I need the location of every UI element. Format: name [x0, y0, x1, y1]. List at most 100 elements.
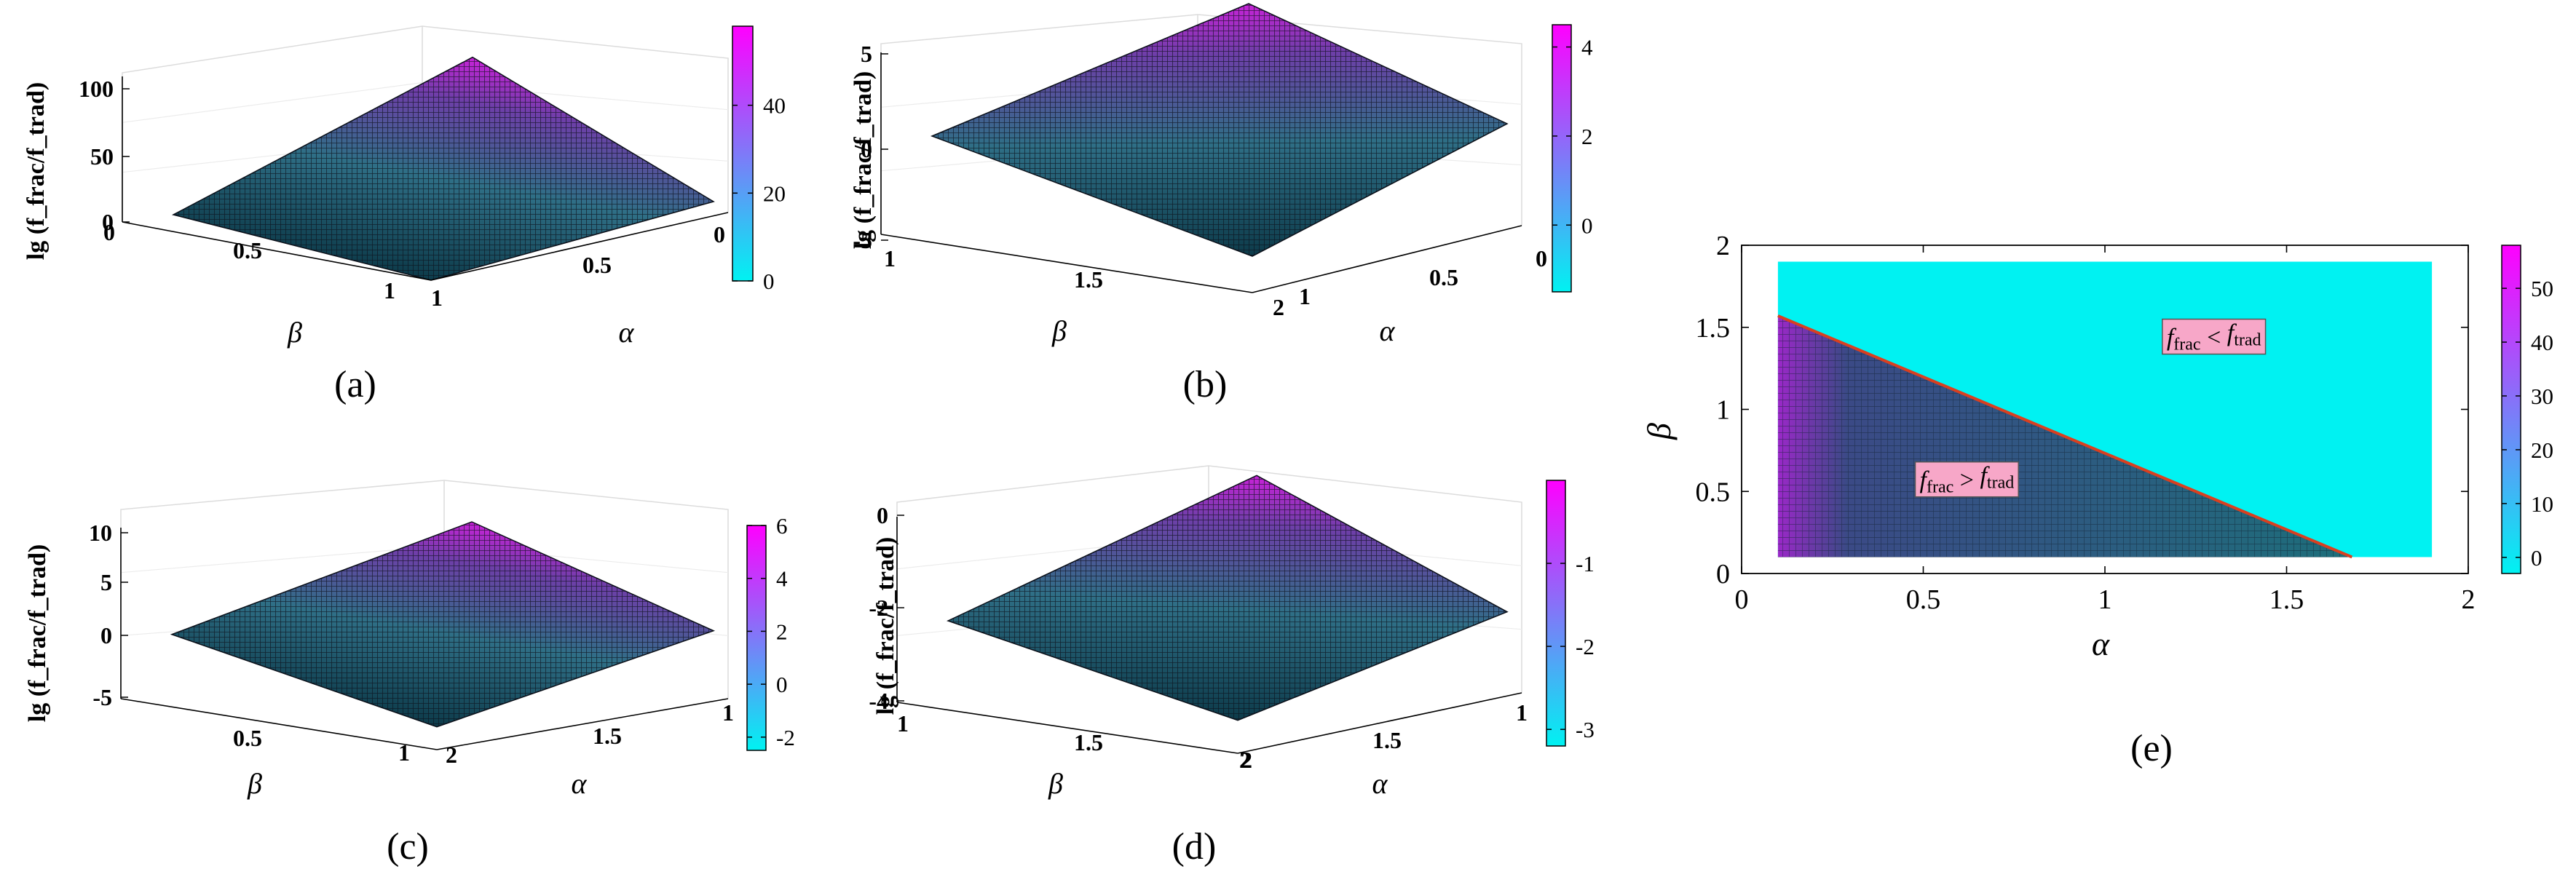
panel-c-z-tick-label: 5 [100, 569, 112, 595]
panel-d-alpha-tick-label: 1 [1516, 699, 1528, 726]
panel-e-x-tick-label: 1.5 [2269, 584, 2304, 615]
panel-a-beta-label: β [287, 316, 302, 349]
panel-e-boundary-line [1777, 314, 2353, 559]
panel-b-beta-label: β [1051, 314, 1067, 347]
panel-c-colorbar-bar [746, 525, 767, 751]
panel-a-alpha-axis [430, 212, 729, 281]
panel-a-surface-mesh [173, 57, 714, 281]
panel-a-beta-tick-label: 0.5 [233, 237, 262, 263]
panel-d-colorbar-tick-label: -3 [1576, 717, 1595, 742]
panel-b-alpha-tick-label: 0 [1536, 245, 1547, 271]
panel-e-annotation-part: frac [1927, 478, 1953, 497]
panel-e-caption: (e) [2130, 728, 2173, 769]
panel-e-annotation-part: > [1953, 467, 1980, 494]
panel-b-alpha-tick-label: 1 [1299, 283, 1311, 309]
panel-a-z-tick-label: 50 [90, 143, 114, 170]
panel-c-beta-tick-label: 1 [398, 739, 410, 766]
panel-e-y-label: β [1640, 423, 1678, 440]
panel-b-surface-mesh [932, 4, 1507, 256]
panel-e-annotation-box [2162, 318, 2267, 355]
panel-e-annotation-part: trad [1987, 474, 2014, 493]
panel-a: 0 50 100 0 0.5 1 1 0.5 0 lg (f_frac/f_trad) β α 40 20… [23, 25, 786, 405]
panel-c-colorbar-tick-label: 2 [776, 619, 788, 644]
panel-d-colorbar-tick-label: -1 [1576, 551, 1595, 576]
panel-d-beta-tick-label: 2 [1239, 747, 1251, 773]
panel-d-alpha-tick-label: 2 [1241, 747, 1252, 773]
panel-b-alpha-axis [1252, 225, 1522, 293]
panel-c-colorbar-tick-label: 0 [776, 672, 788, 697]
panel-d-colorbar-bar [1546, 480, 1566, 747]
panel-c-z-tick-label: -5 [92, 684, 112, 710]
panel-e-colorbar-bar [2501, 245, 2521, 574]
panel-c-colorbar-tick-label: 4 [776, 566, 788, 592]
panel-c-z-tick-label: 0 [100, 622, 112, 648]
panel-a-beta-tick-label: 1 [384, 277, 395, 303]
panel-d-beta-tick-label: 1 [897, 710, 909, 737]
panel-a-alpha-label: α [619, 316, 635, 349]
panel-c-alpha-label: α [572, 767, 588, 800]
panel-e-colorbar-tick-label: 20 [2531, 437, 2553, 463]
panel-a-beta-tick-label: 0 [103, 219, 115, 245]
panel-e-x-tick-label: 1 [2098, 584, 2112, 615]
panel-a-caption: (a) [334, 364, 376, 405]
panel-b-colorbar-tick-label: 4 [1581, 35, 1593, 60]
panel-c-z-tick-label: 10 [89, 520, 112, 546]
panel-d-alpha-axis [1237, 692, 1522, 754]
panel-d-colorbar-tick-label: -2 [1576, 634, 1595, 659]
panel-c-alpha-tick-label: 2 [446, 742, 457, 768]
panel-d-beta-tick-label: 1.5 [1074, 729, 1103, 755]
panel-e-colorbar-tick-label: 50 [2531, 276, 2553, 301]
panel-b-alpha-tick-label: 0.5 [1429, 264, 1458, 290]
panel-e-colorbar-tick-label: 0 [2531, 545, 2543, 571]
panel-e-y-tick-label: 0 [1716, 559, 1730, 590]
panel-d-z-tick-label: -2 [869, 595, 888, 621]
panel-e-colorbar-tick-label: 40 [2531, 330, 2553, 355]
panel-e-annotation-part: frac [2173, 336, 2200, 354]
panel-d-z-tick-label: -4 [869, 688, 888, 714]
panel-a-beta-axis [122, 221, 432, 281]
panel-e-y-tick-label: 2 [1716, 231, 1730, 261]
panel-d-beta-axis [896, 702, 1238, 754]
panel-b-z-label: lg (f_frac/f_trad) [850, 71, 877, 250]
panel-c-caption: (c) [387, 826, 429, 868]
panel-b-alpha-label: α [1380, 314, 1396, 347]
panel-b-z-tick-label: 0 [861, 136, 872, 162]
panel-b-beta-tick-label: 1.5 [1074, 266, 1103, 293]
panel-a-alpha-tick-label: 1 [431, 285, 443, 311]
panel-c-surface-mesh [172, 522, 714, 727]
panel-c-colorbar-tick-label: 6 [776, 513, 788, 539]
panel-d-beta-label: β [1048, 767, 1063, 800]
panel-c-alpha-axis [436, 698, 729, 750]
panel-a-z-tick-label: 0 [102, 209, 114, 235]
panel-c-wall-grid [120, 545, 445, 573]
panel-b-colorbar-bar [1552, 24, 1572, 293]
panel-b-beta-axis [880, 234, 1253, 293]
panel-a-alpha-tick-label: 0.5 [582, 252, 612, 278]
panel-b-z-tick-label: -5 [853, 227, 872, 253]
panel-e-x-label: α [2092, 625, 2110, 662]
panel-c: -5 0 5 10 0.5 1 2 1.5 1 lg (f_frac/f_trad) β α 6 4 2 0 -… [24, 480, 795, 868]
panel-a-colorbar-tick-label: 40 [763, 93, 786, 119]
panel-b-z-tick-label: 5 [861, 41, 872, 67]
panel-a-alpha-tick-label: 0 [714, 221, 725, 247]
panel-c-beta-tick-label: 0.5 [233, 725, 262, 751]
panel-c-alpha-tick-label: 1.5 [593, 723, 622, 749]
panel-a-z-label: lg (f_frac/f_trad) [23, 82, 50, 261]
panel-c-beta-label: β [247, 767, 262, 800]
panel-d-alpha-label: α [1372, 767, 1388, 800]
panel-e-x-tick-label: 2 [2462, 584, 2476, 615]
panel-b-caption: (b) [1183, 364, 1228, 405]
panel-e-annotation-part: < [2201, 325, 2227, 352]
panel-b-beta-tick-label: 2 [1273, 294, 1284, 320]
panel-b-colorbar-tick-label: 2 [1581, 124, 1593, 149]
panel-b-beta-tick-label: 1 [884, 245, 896, 271]
panel-c-z-label: lg (f_frac/f_trad) [24, 544, 51, 723]
panel-a-z-tick-label: 100 [79, 76, 114, 102]
panel-d-alpha-tick-label: 1.5 [1372, 727, 1402, 753]
panel-e-annotation-box [1914, 461, 2019, 498]
panel-e-x-tick-label: 0.5 [1906, 584, 1941, 615]
panel-c-alpha-tick-label: 1 [722, 699, 734, 726]
